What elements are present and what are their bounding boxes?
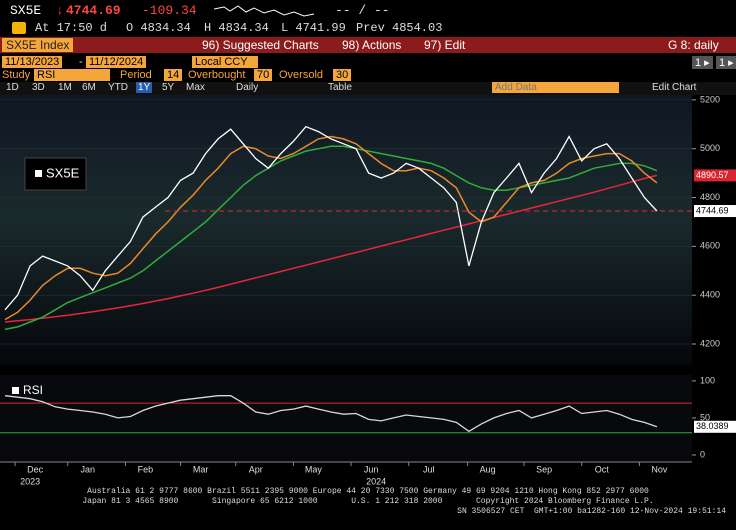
footer-line: Japan 81 3 4565 8900 Singapore 65 6212 1… — [82, 497, 654, 506]
last-label: 4890.57 — [696, 170, 729, 180]
arrow: ↓ — [56, 3, 64, 18]
period-button[interactable]: YTD — [108, 82, 128, 93]
frequency[interactable]: Daily — [236, 82, 259, 93]
footer: Australia 61 2 9777 8600 Brazil 5511 239… — [0, 487, 736, 517]
last-box — [694, 205, 736, 218]
menu[interactable]: 97) Edit — [424, 38, 466, 52]
y-tick-label: 0 — [700, 449, 705, 459]
series-line — [4, 125, 658, 311]
x-tick-label: Aug — [480, 464, 496, 474]
rsi-swatch — [12, 387, 19, 394]
x-tick-label: Oct — [595, 464, 610, 474]
os-label: Oversold — [279, 69, 324, 81]
period-button[interactable]: 3D — [32, 82, 45, 93]
x-tick-label: Jul — [423, 464, 435, 474]
bid-ask: -- / -- — [335, 3, 390, 18]
ticker: SX5E — [10, 3, 42, 18]
time: At 17:50 d — [35, 21, 108, 35]
x-tick-label: Sep — [536, 464, 552, 474]
series-line — [4, 395, 658, 433]
period-button[interactable]: 1Y — [136, 82, 153, 93]
controls: Daily Table Add Data Edit Chart 1D 3D 1M 6M… — [0, 82, 736, 95]
dash: - — [79, 56, 83, 68]
toolbar: SX5E Index 96) Suggested Charts 98) Acti… — [0, 37, 736, 53]
overbought[interactable]: 70 — [254, 69, 273, 81]
last-box — [694, 420, 736, 433]
table-button[interactable]: Table — [328, 82, 352, 93]
start-date[interactable]: 11/13/2023 — [2, 56, 63, 68]
y-tick-label: 4800 — [700, 192, 720, 202]
study-label: Study — [2, 69, 31, 81]
add-data[interactable]: Add Data — [492, 82, 619, 93]
y-tick-label: 5000 — [700, 143, 720, 153]
x-tick-label: Feb — [138, 464, 154, 474]
series-line — [4, 145, 658, 331]
open: O 4834.34 — [126, 21, 191, 35]
low: L 4741.99 — [281, 21, 346, 35]
sparkline — [214, 5, 314, 17]
end-date[interactable]: 11/12/2024 — [86, 56, 147, 68]
year-label: 2024 — [366, 476, 386, 486]
rsi-legend: RSI — [23, 383, 43, 397]
quote-row: SX5E ↓ 4744.69 -109.34 -- / -- — [0, 3, 736, 19]
currency[interactable]: Local CCY — [192, 56, 258, 68]
series-line — [4, 174, 658, 323]
period-button[interactable]: 6M — [82, 82, 96, 93]
period-button[interactable]: 1M — [58, 82, 72, 93]
period-button[interactable]: 5Y — [162, 82, 175, 93]
legend-swatch — [35, 170, 42, 177]
period-label: Period — [120, 69, 152, 81]
x-tick-label: Apr — [249, 464, 263, 474]
chart: SX5E RSI 4200 4400 4600 4800 5000 5200 Dec Jan F… — [0, 95, 736, 486]
footer-line: Australia 61 2 9777 8600 Brazil 5511 239… — [87, 487, 649, 496]
edit-chart[interactable]: Edit Chart — [652, 82, 697, 93]
rsi-panel — [0, 375, 692, 462]
security[interactable]: SX5E Index — [2, 38, 74, 52]
last-label: 4744.69 — [696, 205, 729, 215]
series-line — [4, 135, 658, 321]
x-tick-label: Nov — [651, 464, 668, 474]
x-tick-label: May — [305, 464, 323, 474]
y-tick-label: 4200 — [700, 338, 720, 348]
y-tick-label: 100 — [700, 375, 715, 385]
pager[interactable]: 1 ▸ — [716, 56, 736, 69]
study-name[interactable]: RSI — [34, 69, 110, 81]
y-tick-label: 4600 — [700, 241, 720, 251]
x-tick-label: Dec — [27, 464, 44, 474]
icon — [12, 22, 26, 34]
x-tick-label: Jun — [364, 464, 379, 474]
menu[interactable]: 96) Suggested Charts — [202, 38, 319, 52]
price-panel — [0, 95, 692, 365]
prev: Prev 4854.03 — [356, 21, 443, 35]
year-label: 2023 — [20, 476, 40, 486]
period-button[interactable]: Max — [186, 82, 205, 93]
oversold[interactable]: 30 — [333, 69, 352, 81]
last-box — [694, 169, 736, 182]
x-tick-label: Mar — [193, 464, 209, 474]
y-tick-label: 5200 — [700, 95, 720, 104]
x-tick-label: Jan — [80, 464, 95, 474]
range-row: 11/13/2023 - 11/12/2024 Local CCY 1 ▸ 1 … — [0, 56, 736, 69]
pager[interactable]: 1 ▸ — [692, 56, 713, 69]
footer-line: SN 3506527 CET GMT+1:00 ba1282-160 12-No… — [457, 507, 726, 516]
menu[interactable]: 98) Actions — [342, 38, 402, 52]
period[interactable]: 14 — [164, 69, 183, 81]
ob-label: Overbought — [188, 69, 246, 81]
last-label: 38.0389 — [696, 421, 729, 431]
legend-label: SX5E — [46, 165, 80, 180]
period-button[interactable]: 1D — [6, 82, 19, 93]
net-change: -109.34 — [142, 3, 197, 18]
last-price: 4744.69 — [66, 3, 121, 18]
page-label: G 8: daily — [668, 38, 719, 52]
y-tick-label: 4400 — [700, 290, 720, 300]
high: H 4834.34 — [204, 21, 269, 35]
y-tick-label: 50 — [700, 412, 710, 422]
stats-row: At 17:50 d O 4834.34 H 4834.34 L 4741.99… — [0, 21, 736, 36]
study-row: Study RSI Period 14 Overbought 70 Overso… — [0, 69, 736, 82]
